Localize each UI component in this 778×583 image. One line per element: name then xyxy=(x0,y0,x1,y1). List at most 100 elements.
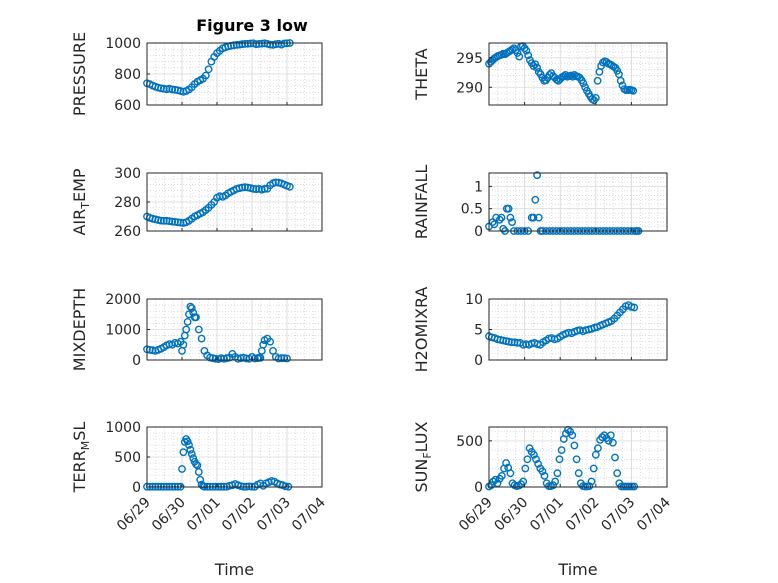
y-axis-label: SUNFLUX xyxy=(412,421,434,492)
data-point xyxy=(281,482,290,491)
grid xyxy=(489,298,667,361)
data-point xyxy=(609,438,617,447)
data-point xyxy=(178,465,186,473)
figure-title: Figure 3 low xyxy=(196,16,308,35)
data-point xyxy=(235,40,244,49)
y-axis-label: RAINFALL xyxy=(412,165,431,240)
data-point xyxy=(598,433,607,442)
data-point xyxy=(533,63,541,72)
data-point xyxy=(515,52,524,61)
grid xyxy=(147,298,322,361)
data-point xyxy=(519,477,528,486)
data-point xyxy=(523,455,532,464)
data-point xyxy=(171,217,179,226)
data-point xyxy=(197,334,206,343)
data-point xyxy=(529,213,538,222)
data-point xyxy=(591,450,600,459)
y-tick-label: 10 xyxy=(465,292,483,308)
data-point xyxy=(183,437,192,446)
x-axis-label: Time xyxy=(214,560,254,579)
data-point xyxy=(176,218,185,227)
y-tick-label: 0 xyxy=(474,480,483,496)
data-point xyxy=(238,40,247,49)
data-point xyxy=(521,464,530,473)
data-point xyxy=(252,185,261,194)
data-point xyxy=(204,65,213,74)
y-tick-label: 800 xyxy=(114,67,141,83)
axes-box xyxy=(488,42,668,106)
data-point xyxy=(256,353,265,362)
y-tick-label: 260 xyxy=(114,224,141,240)
data-point xyxy=(182,325,191,334)
data-point xyxy=(506,213,515,222)
data-point xyxy=(229,41,238,50)
data-point xyxy=(630,303,639,312)
y-tick-label: 290 xyxy=(456,80,483,96)
y-axis-label: AIRTEMP xyxy=(70,168,92,235)
data-point xyxy=(211,354,220,363)
data-series xyxy=(485,42,638,105)
data-point xyxy=(524,51,533,60)
data-point xyxy=(189,454,198,463)
data-point xyxy=(187,304,196,312)
chart-panel-1: 600 800 1000 PRESSURE xyxy=(70,32,323,116)
data-point xyxy=(489,477,498,486)
data-point xyxy=(606,431,615,440)
y-tick-label: 600 xyxy=(114,98,141,114)
data-point xyxy=(168,85,177,94)
data-series xyxy=(143,39,294,96)
data-point xyxy=(534,213,543,222)
data-point xyxy=(186,445,195,454)
data-point xyxy=(555,455,564,464)
data-point xyxy=(271,40,280,49)
y-axis-label: H2OMIXRA xyxy=(412,287,431,373)
data-point xyxy=(497,213,506,222)
data-point xyxy=(260,184,269,193)
y-tick-label: 0 xyxy=(132,353,141,369)
chart-panel-3: 260 280 300 AIRTEMP xyxy=(70,166,323,240)
data-point xyxy=(591,94,600,102)
data-point xyxy=(530,450,538,459)
data-point xyxy=(241,40,249,48)
y-axis-label: THETA xyxy=(412,48,431,100)
data-series xyxy=(143,302,291,363)
data-point xyxy=(593,76,602,85)
data-series xyxy=(485,425,639,491)
chart-panel-2: 290 295 THETA xyxy=(412,42,668,106)
data-point xyxy=(557,446,566,454)
data-point xyxy=(497,471,506,480)
data-point xyxy=(196,475,205,484)
y-tick-label: 0 xyxy=(474,224,483,240)
data-point xyxy=(252,40,261,49)
y-tick-label: 1000 xyxy=(105,36,141,52)
x-axis-label: Time xyxy=(557,560,597,579)
data-point xyxy=(553,469,562,478)
data-point xyxy=(538,467,547,476)
data-point xyxy=(532,455,540,464)
data-point xyxy=(572,455,581,464)
data-point xyxy=(568,431,577,440)
data-point xyxy=(192,313,200,322)
data-point xyxy=(266,337,275,346)
data-point xyxy=(232,41,241,49)
y-tick-label: 0.5 xyxy=(461,202,483,218)
y-tick-label: 1 xyxy=(474,179,483,195)
y-tick-label: 5 xyxy=(474,323,483,339)
data-point xyxy=(568,72,577,81)
y-tick-label: 0 xyxy=(132,480,141,496)
data-point xyxy=(274,354,283,363)
data-point xyxy=(183,317,192,326)
data-point xyxy=(629,86,638,95)
data-point xyxy=(594,444,602,453)
data-point xyxy=(499,224,508,233)
data-point xyxy=(495,215,504,224)
data-point xyxy=(561,71,570,79)
data-point xyxy=(266,40,275,49)
y-axis-label: MIXDEPTH xyxy=(70,288,89,371)
chart-panel-7: 0500100006/2906/3007/0107/0207/0307/04Ti… xyxy=(70,420,329,579)
data-point xyxy=(559,72,568,81)
data-point xyxy=(257,39,266,48)
data-point xyxy=(259,340,268,349)
data-point xyxy=(194,325,203,334)
data-point xyxy=(585,482,594,490)
